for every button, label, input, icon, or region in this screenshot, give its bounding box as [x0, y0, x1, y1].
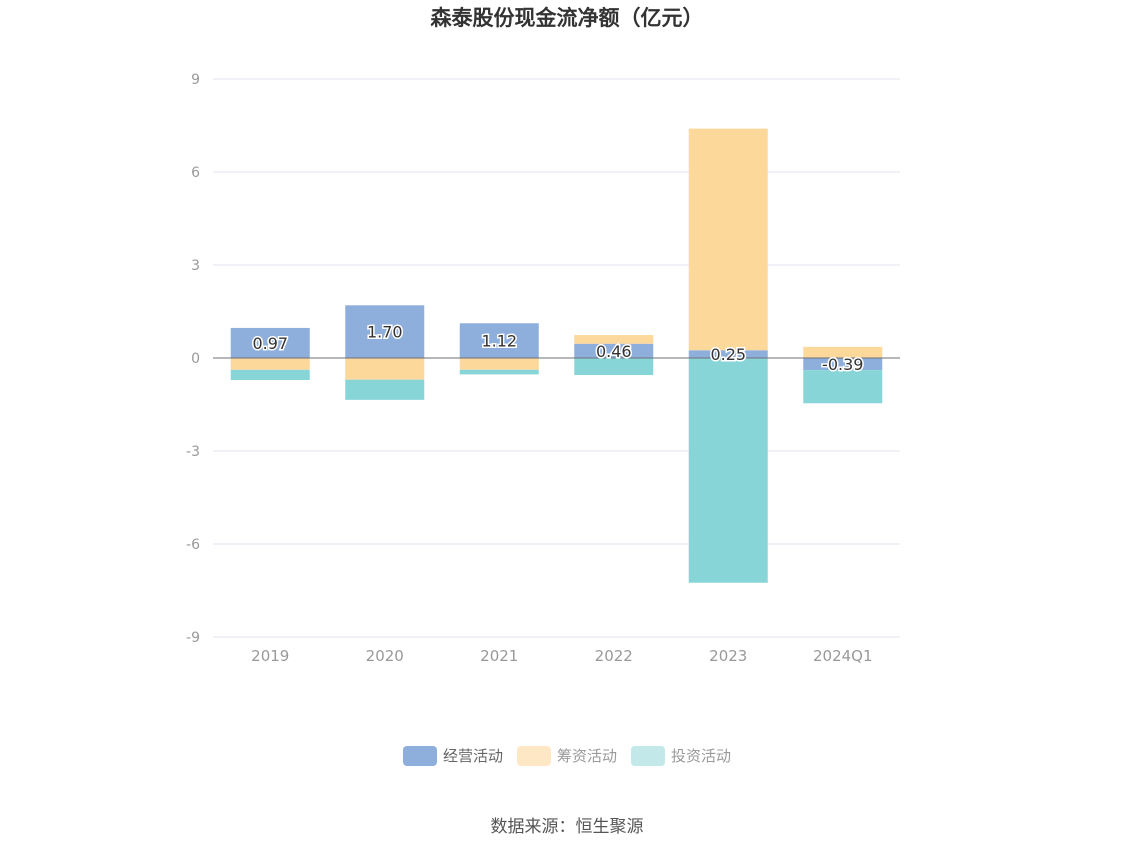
y-axis-ticks: 9 6 3 0 -3 -6 -9 — [186, 72, 200, 646]
y-tick-label: -6 — [186, 537, 200, 553]
y-tick-label: 9 — [191, 72, 200, 88]
bar-segment[interactable] — [230, 369, 310, 381]
source-note: 数据来源：恒生聚源 — [490, 817, 644, 837]
bar-segment[interactable] — [803, 358, 883, 371]
legend-swatch-operating — [402, 745, 437, 766]
y-tick-label: 0 — [191, 351, 200, 367]
bar-segment[interactable] — [803, 346, 883, 358]
x-tick-label: 2024Q1 — [813, 647, 873, 665]
bar-segment[interactable] — [574, 335, 654, 344]
y-tick-label: -3 — [186, 444, 200, 460]
bars — [230, 128, 883, 583]
bar-segment[interactable] — [688, 358, 768, 583]
legend: 经营活动 筹资活动 投资活动 — [0, 745, 1134, 766]
bar-segment[interactable] — [574, 358, 654, 376]
bar-segment[interactable] — [688, 350, 768, 358]
data-label: 0.97 — [252, 334, 288, 353]
x-tick-label: 2019 — [251, 647, 289, 665]
legend-label-operating: 经营活动 — [442, 747, 503, 765]
bar-segment[interactable] — [459, 358, 539, 370]
bar-segment[interactable] — [345, 358, 425, 380]
x-tick-label: 2020 — [366, 647, 404, 665]
bar-segment[interactable] — [803, 370, 883, 404]
x-tick-label: 2022 — [595, 647, 633, 665]
data-label: 0.25 — [710, 345, 746, 364]
y-tick-label: 6 — [191, 165, 200, 181]
x-axis-ticks: 2019 2020 2021 2022 2023 2024Q1 — [251, 647, 872, 665]
bar-segment[interactable] — [230, 327, 310, 358]
legend-item-financing[interactable]: 筹资活动 — [516, 745, 617, 766]
bar-segment[interactable] — [345, 305, 425, 358]
grid-lines — [213, 78, 900, 638]
legend-item-operating[interactable]: 经营活动 — [402, 745, 503, 766]
bar-segment[interactable] — [574, 343, 654, 358]
data-labels: 0.97 1.70 1.12 0.46 0.25 -0.39 — [251, 321, 865, 375]
bar-segment[interactable] — [459, 323, 539, 358]
legend-swatch-financing — [516, 745, 551, 766]
data-label: 0.46 — [596, 342, 632, 361]
legend-swatch-investing — [631, 745, 665, 766]
bar-segment[interactable] — [230, 358, 310, 370]
data-label: 1.12 — [481, 332, 517, 351]
legend-item-investing[interactable]: 投资活动 — [631, 745, 731, 766]
x-tick-label: 2021 — [480, 647, 518, 665]
data-label: -0.39 — [822, 355, 863, 374]
y-tick-label: 3 — [191, 258, 200, 274]
data-label: 1.70 — [367, 323, 403, 342]
legend-label-financing: 筹资活动 — [556, 747, 617, 765]
bar-segment[interactable] — [688, 128, 768, 351]
legend-label-investing: 投资活动 — [671, 747, 732, 765]
chart-title: 森泰股份现金流净额（亿元） — [430, 6, 704, 30]
y-tick-label: -9 — [186, 630, 200, 646]
x-tick-label: 2023 — [709, 647, 747, 665]
bar-segment[interactable] — [345, 379, 425, 400]
bar-segment[interactable] — [459, 369, 539, 375]
